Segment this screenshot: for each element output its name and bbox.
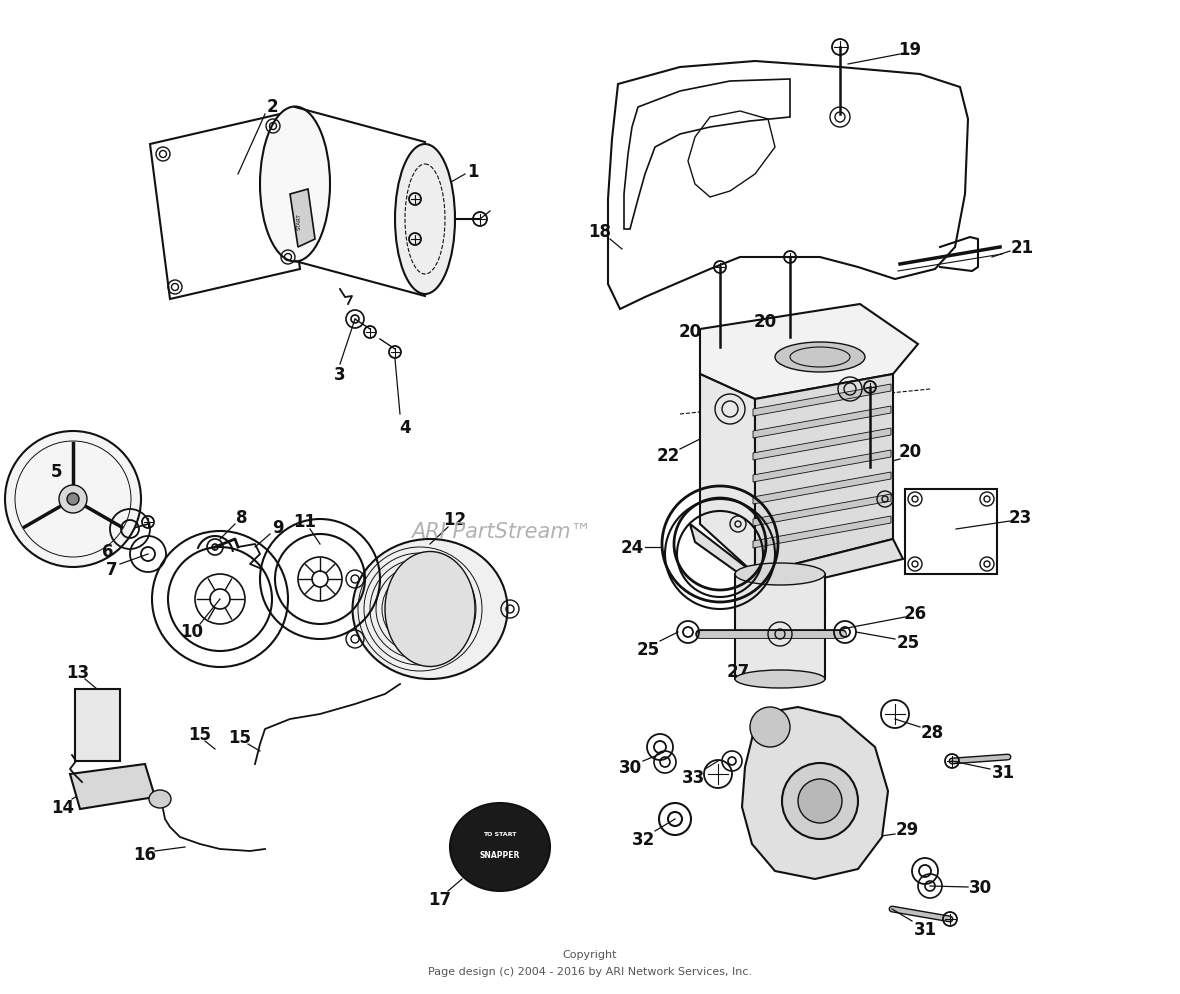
Ellipse shape	[149, 790, 171, 808]
Polygon shape	[690, 525, 903, 592]
Text: START: START	[296, 214, 302, 231]
Text: Page design (c) 2004 - 2016 by ARI Network Services, Inc.: Page design (c) 2004 - 2016 by ARI Netwo…	[428, 966, 752, 976]
Text: 10: 10	[181, 622, 203, 640]
Text: 15: 15	[189, 726, 211, 744]
Text: 25: 25	[636, 640, 660, 658]
Text: 3: 3	[334, 366, 346, 384]
Ellipse shape	[395, 145, 455, 294]
Polygon shape	[700, 305, 918, 400]
Text: 21: 21	[1010, 239, 1034, 256]
Text: 13: 13	[66, 663, 90, 681]
Ellipse shape	[353, 540, 507, 679]
Text: SNAPPER: SNAPPER	[480, 850, 520, 859]
Text: ARI PartStream™: ARI PartStream™	[412, 522, 591, 542]
Text: 20: 20	[678, 323, 702, 341]
Ellipse shape	[735, 670, 825, 688]
Polygon shape	[70, 764, 155, 809]
Text: 32: 32	[631, 830, 655, 848]
Ellipse shape	[385, 552, 476, 667]
Text: 26: 26	[904, 604, 926, 622]
Ellipse shape	[775, 343, 865, 373]
Text: 9: 9	[273, 519, 284, 537]
Text: 27: 27	[727, 662, 749, 680]
Polygon shape	[753, 472, 891, 505]
Ellipse shape	[735, 564, 825, 585]
Text: 31: 31	[913, 920, 937, 938]
Text: 19: 19	[898, 41, 922, 59]
Bar	[905, 489, 997, 575]
Text: 20: 20	[898, 442, 922, 460]
Polygon shape	[753, 385, 891, 416]
Ellipse shape	[450, 803, 550, 891]
Text: 7: 7	[106, 561, 118, 579]
Polygon shape	[700, 375, 755, 575]
Text: 2: 2	[267, 97, 277, 116]
Text: 12: 12	[444, 511, 466, 529]
Circle shape	[67, 493, 79, 506]
Text: 29: 29	[896, 820, 918, 838]
Text: 23: 23	[1009, 509, 1031, 527]
Circle shape	[59, 485, 87, 514]
Text: 11: 11	[294, 513, 316, 531]
Text: TO START: TO START	[484, 832, 517, 837]
Text: 33: 33	[681, 768, 704, 786]
Polygon shape	[753, 428, 891, 460]
Polygon shape	[753, 407, 891, 438]
Text: 30: 30	[969, 878, 991, 897]
Text: 31: 31	[991, 763, 1015, 781]
Bar	[76, 689, 120, 761]
Text: 4: 4	[399, 418, 411, 436]
Text: 8: 8	[236, 509, 248, 527]
Text: 1: 1	[467, 163, 479, 181]
Text: 14: 14	[52, 798, 74, 816]
Polygon shape	[742, 708, 889, 879]
Text: 15: 15	[229, 729, 251, 746]
Polygon shape	[755, 375, 893, 575]
Text: 30: 30	[618, 758, 642, 776]
Polygon shape	[753, 450, 891, 482]
Text: 5: 5	[51, 462, 61, 480]
Text: 17: 17	[428, 890, 452, 909]
Text: 16: 16	[133, 845, 157, 863]
Polygon shape	[290, 190, 315, 248]
Text: 25: 25	[897, 633, 919, 651]
Ellipse shape	[260, 107, 330, 262]
Text: 24: 24	[621, 539, 643, 557]
Text: Copyright: Copyright	[563, 949, 617, 959]
Bar	[735, 575, 825, 679]
Text: 20: 20	[754, 313, 776, 331]
Text: 28: 28	[920, 724, 944, 742]
Text: START: START	[104, 786, 119, 792]
Circle shape	[750, 708, 789, 747]
Circle shape	[798, 779, 843, 823]
Circle shape	[782, 763, 858, 839]
Polygon shape	[753, 494, 891, 527]
Circle shape	[5, 431, 140, 568]
Text: 22: 22	[656, 446, 680, 464]
Text: 6: 6	[103, 543, 113, 561]
Text: 18: 18	[589, 223, 611, 241]
Polygon shape	[753, 517, 891, 549]
